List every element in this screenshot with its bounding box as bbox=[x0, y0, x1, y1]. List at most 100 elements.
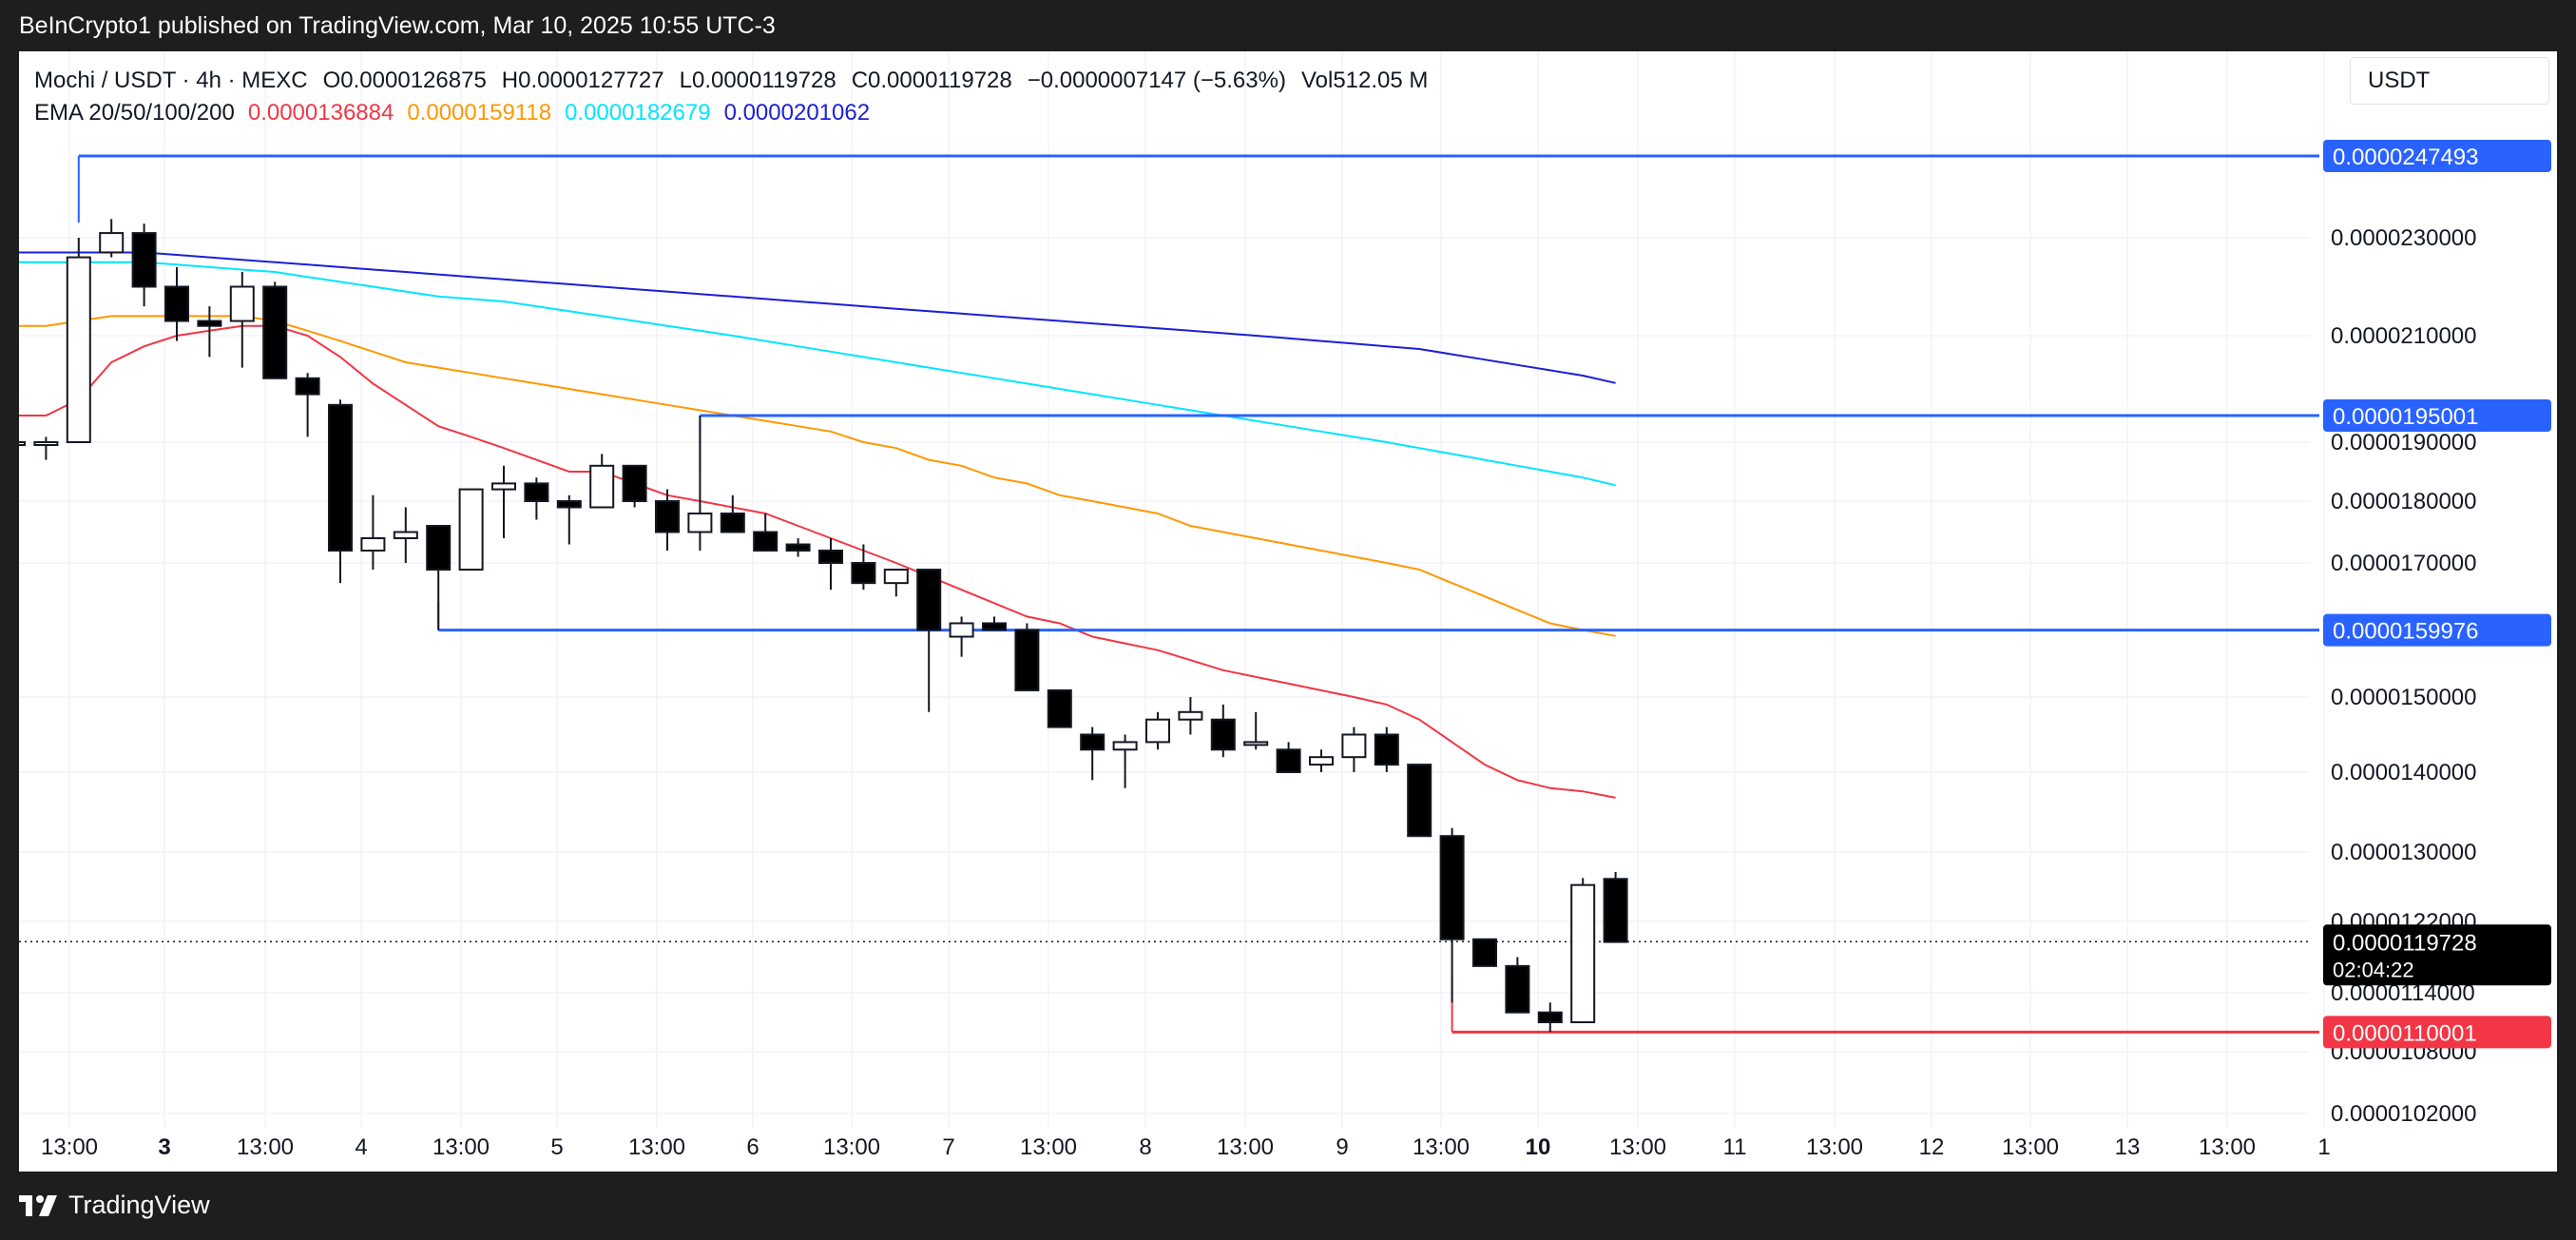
candle-body-28 bbox=[916, 569, 942, 631]
ema-line-2 bbox=[19, 261, 1616, 487]
candle-body-45 bbox=[1472, 938, 1497, 967]
candle-16 bbox=[524, 477, 549, 520]
ema-line-1 bbox=[19, 315, 1616, 637]
candle-body-25 bbox=[818, 550, 843, 564]
price-tags: 0.0000247493 0.0000195001 0.0000159976 0.00… bbox=[2323, 140, 2551, 1049]
candle-26 bbox=[851, 544, 876, 591]
candle-23 bbox=[753, 513, 779, 552]
candle-body-4 bbox=[131, 232, 157, 288]
candle-9 bbox=[295, 373, 320, 437]
candle-27 bbox=[883, 569, 909, 597]
candle-body-32 bbox=[1047, 688, 1072, 728]
candle-body-27 bbox=[883, 569, 909, 585]
candle-body-36 bbox=[1178, 710, 1203, 721]
candle-body-43 bbox=[1407, 764, 1432, 838]
candle-37 bbox=[1210, 704, 1236, 758]
publisher-bar: BeInCrypto1 published on TradingView.com… bbox=[0, 0, 2576, 51]
candle-body-5 bbox=[164, 285, 189, 322]
ema-label[interactable]: EMA 20/50/100/200 bbox=[34, 100, 235, 126]
y-tick-label-1: 0.0000210000 bbox=[2331, 323, 2477, 349]
x-tick-label-4: 13:00 bbox=[433, 1134, 490, 1160]
chart-pane[interactable]: 0.0000230000 0.0000210000 0.0000190000 0.00… bbox=[19, 51, 2557, 1172]
y-tick-label-4: 0.0000170000 bbox=[2331, 551, 2477, 576]
candle-24 bbox=[785, 538, 811, 557]
x-tick-label-11: 8 bbox=[1139, 1134, 1151, 1160]
x-tick-label-22: 13:00 bbox=[2199, 1134, 2256, 1160]
candle-body-46 bbox=[1505, 964, 1530, 1014]
candle-body-44 bbox=[1439, 835, 1465, 940]
candle-body-49 bbox=[1603, 878, 1628, 943]
x-tick-label-16: 13:00 bbox=[1609, 1134, 1666, 1160]
candle-body-12 bbox=[393, 531, 418, 539]
candle-3 bbox=[99, 219, 125, 258]
publisher-text: BeInCrypto1 published on TradingView.com… bbox=[19, 12, 776, 39]
y-tick-label-11: 0.0000102000 bbox=[2331, 1101, 2477, 1127]
level-tag-label-1: 0.0000195001 bbox=[2333, 404, 2479, 430]
currency-selector[interactable]: USDT bbox=[2350, 57, 2549, 105]
candle-1 bbox=[33, 436, 59, 460]
x-tick-label-6: 13:00 bbox=[628, 1134, 685, 1160]
price-change: −0.0000007147 (−5.63%) bbox=[1027, 68, 1286, 93]
x-tick-label-19: 12 bbox=[1919, 1134, 1945, 1160]
candlesticks bbox=[19, 219, 1628, 1033]
candle-body-37 bbox=[1210, 718, 1236, 751]
candle-body-16 bbox=[524, 482, 549, 502]
level-tag-label-0: 0.0000247493 bbox=[2333, 145, 2479, 170]
candle-body-42 bbox=[1374, 733, 1399, 766]
candle-20 bbox=[655, 489, 680, 551]
level-tag-label-2: 0.0000159976 bbox=[2333, 619, 2479, 645]
symbol-name[interactable]: Mochi / USDT · 4h · MEXC bbox=[34, 68, 308, 93]
tradingview-logo-icon bbox=[19, 1194, 57, 1216]
candle-body-8 bbox=[262, 285, 288, 379]
level-tag-bg-2 bbox=[2323, 613, 2551, 647]
candle-body-20 bbox=[655, 500, 680, 533]
ohlc-high: H0.0000127727 bbox=[501, 68, 664, 93]
candle-18 bbox=[589, 454, 615, 509]
candle-48 bbox=[1570, 878, 1596, 1023]
time-axis: 13:00 3 13:00 4 13:00 5 13:00 6 13:00 7 13:00 8 13:0… bbox=[41, 1134, 2331, 1160]
tradingview-brand[interactable]: TradingView bbox=[19, 1191, 210, 1220]
candle-13 bbox=[426, 525, 452, 630]
candle-30 bbox=[982, 616, 1007, 631]
candle-body-21 bbox=[687, 513, 713, 533]
candle-11 bbox=[360, 494, 386, 571]
ohlc-low: L0.0000119728 bbox=[679, 68, 836, 93]
candle-44 bbox=[1439, 827, 1465, 1003]
candle-body-15 bbox=[491, 482, 516, 491]
candle-2 bbox=[66, 238, 91, 443]
candle-8 bbox=[262, 281, 288, 379]
x-tick-label-23: 1 bbox=[2317, 1134, 2330, 1160]
candle-body-3 bbox=[99, 232, 125, 254]
candle-body-48 bbox=[1570, 883, 1596, 1023]
candle-28 bbox=[916, 569, 942, 712]
candle-body-9 bbox=[295, 377, 320, 396]
currency-label: USDT bbox=[2368, 68, 2431, 93]
x-tick-label-9: 7 bbox=[942, 1134, 954, 1160]
chart-legend: Mochi / USDT · 4h · MEXC O0.0000126875 H0.… bbox=[34, 65, 1428, 129]
candle-body-11 bbox=[360, 537, 386, 552]
x-tick-label-7: 6 bbox=[746, 1134, 759, 1160]
x-tick-label-21: 13 bbox=[2115, 1134, 2141, 1160]
ohlc-close: C0.0000119728 bbox=[851, 68, 1012, 93]
price-chart[interactable]: 0.00002300000.00002100000.00001900000.00… bbox=[19, 51, 2557, 1172]
x-tick-label-5: 5 bbox=[550, 1134, 563, 1160]
x-tick-label-8: 13:00 bbox=[823, 1134, 880, 1160]
candle-36 bbox=[1178, 697, 1203, 735]
symbol-line: Mochi / USDT · 4h · MEXC O0.0000126875 H0.… bbox=[34, 65, 1428, 97]
ohlc-open: O0.0000126875 bbox=[322, 68, 487, 93]
candle-19 bbox=[622, 464, 647, 508]
candle-35 bbox=[1145, 711, 1170, 750]
candle-body-2 bbox=[66, 256, 91, 443]
candle-body-1 bbox=[33, 441, 59, 446]
candle-15 bbox=[491, 465, 516, 538]
volume: Vol512.05 M bbox=[1300, 68, 1429, 93]
ema-line-3 bbox=[19, 251, 1616, 384]
y-tick-label-5: 0.0000150000 bbox=[2331, 685, 2477, 710]
x-tick-label-1: 3 bbox=[158, 1134, 170, 1160]
x-tick-label-12: 13:00 bbox=[1217, 1134, 1274, 1160]
candle-10 bbox=[328, 399, 353, 584]
level-tag-label-3: 0.0000110001 bbox=[2333, 1020, 2477, 1046]
candle-40 bbox=[1309, 749, 1334, 772]
candle-45 bbox=[1472, 938, 1497, 967]
level-tag-bg-0 bbox=[2323, 140, 2551, 172]
